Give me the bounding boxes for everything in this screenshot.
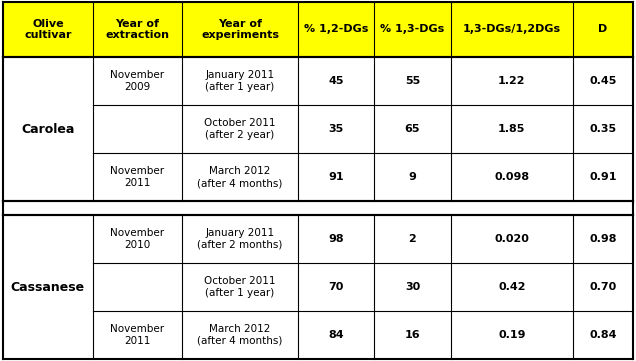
Text: 45: 45 (328, 76, 344, 86)
Text: 70: 70 (329, 282, 344, 292)
Text: 65: 65 (404, 124, 420, 134)
Text: 0.42: 0.42 (498, 282, 525, 292)
Text: 0.70: 0.70 (590, 282, 617, 292)
Text: D: D (598, 25, 607, 34)
Text: November
2011: November 2011 (110, 324, 165, 346)
Text: % 1,3-DGs: % 1,3-DGs (380, 25, 445, 34)
Text: % 1,2-DGs: % 1,2-DGs (304, 25, 368, 34)
Text: March 2012
(after 4 months): March 2012 (after 4 months) (197, 166, 283, 188)
Bar (3, 2, 633, 57)
Text: 91: 91 (328, 172, 344, 182)
Text: 84: 84 (328, 330, 344, 340)
Bar (3, 201, 633, 215)
Text: October 2011
(after 2 year): October 2011 (after 2 year) (204, 118, 276, 140)
Text: Year of
experiments: Year of experiments (201, 19, 279, 40)
Text: March 2012
(after 4 months): March 2012 (after 4 months) (197, 324, 283, 346)
Text: November
2010: November 2010 (110, 228, 165, 250)
Text: 0.91: 0.91 (589, 172, 617, 182)
Text: Year of
extraction: Year of extraction (106, 19, 169, 40)
Text: 35: 35 (329, 124, 344, 134)
Text: 0.98: 0.98 (589, 234, 617, 244)
Text: 1.85: 1.85 (498, 124, 525, 134)
Text: January 2011
(after 2 months): January 2011 (after 2 months) (197, 228, 283, 250)
Text: 98: 98 (328, 234, 344, 244)
Text: 0.19: 0.19 (498, 330, 525, 340)
Bar (3, 215, 633, 359)
Text: 30: 30 (405, 282, 420, 292)
Text: 0.45: 0.45 (590, 76, 617, 86)
Text: 1,3-DGs/1,2DGs: 1,3-DGs/1,2DGs (463, 25, 561, 34)
Text: January 2011
(after 1 year): January 2011 (after 1 year) (205, 70, 275, 92)
Text: 9: 9 (408, 172, 417, 182)
Text: November
2009: November 2009 (110, 70, 165, 92)
Text: November
2011: November 2011 (110, 166, 165, 188)
Text: 16: 16 (404, 330, 420, 340)
Text: 2: 2 (408, 234, 417, 244)
Text: 0.020: 0.020 (494, 234, 529, 244)
Text: 55: 55 (405, 76, 420, 86)
Bar (3, 57, 633, 201)
Text: Olive
cultivar: Olive cultivar (24, 19, 72, 40)
Text: 1.22: 1.22 (498, 76, 525, 86)
Text: Cassanese: Cassanese (11, 280, 85, 293)
Text: 0.35: 0.35 (590, 124, 616, 134)
Text: 0.098: 0.098 (494, 172, 529, 182)
Text: 0.84: 0.84 (589, 330, 617, 340)
Text: Carolea: Carolea (21, 123, 74, 136)
Text: October 2011
(after 1 year): October 2011 (after 1 year) (204, 276, 276, 298)
